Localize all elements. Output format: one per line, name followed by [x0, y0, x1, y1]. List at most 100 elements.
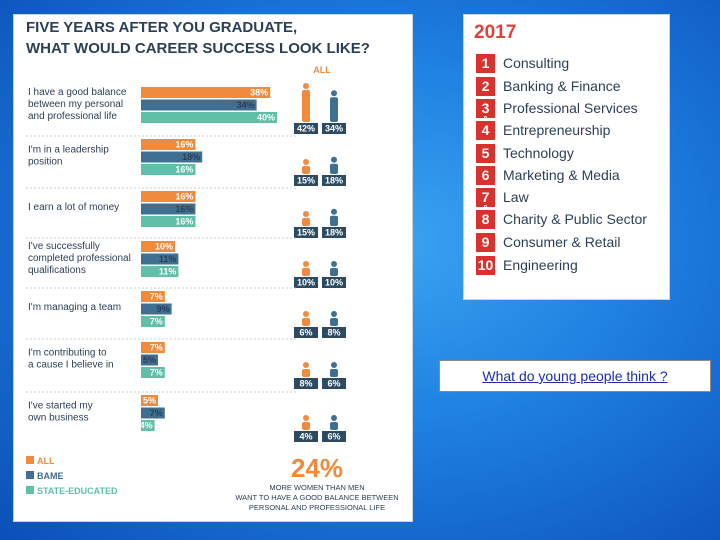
- footer-big-number: 24%: [291, 453, 343, 483]
- person-icon: [303, 362, 309, 368]
- person-icon: [330, 163, 338, 174]
- bar-value-label: 7%: [150, 368, 163, 378]
- gender-value-box: [322, 123, 346, 134]
- person-icon: [302, 268, 310, 276]
- question-box[interactable]: What do young people think ?: [439, 360, 711, 392]
- rank-label: Marketing & Media: [503, 167, 620, 183]
- category-label: between my personal: [28, 99, 123, 110]
- rank-number-badge: 7: [476, 188, 495, 207]
- bar: [141, 99, 257, 111]
- category-label: own business: [28, 413, 89, 424]
- person-icon: [331, 362, 337, 368]
- category-label: position: [28, 157, 62, 168]
- bar-value-label: 11%: [159, 254, 177, 264]
- bar: [141, 241, 175, 252]
- men-value-label: 6%: [327, 379, 340, 389]
- category-label: I'm in a leadership: [28, 145, 109, 156]
- person-icon: [330, 422, 338, 430]
- gender-value-box: [322, 378, 346, 389]
- bar-value-label: 11%: [159, 267, 177, 277]
- bar: [141, 291, 165, 302]
- men-value-label: 18%: [325, 228, 343, 238]
- person-icon: [330, 268, 338, 276]
- bar-value-label: 7%: [150, 408, 163, 418]
- gender-value-box: [294, 378, 318, 389]
- question-link[interactable]: What do young people think ?: [482, 368, 668, 384]
- rank-number-badge: 2: [476, 77, 495, 96]
- person-icon: [331, 208, 337, 215]
- rank-label: Consulting: [503, 55, 570, 71]
- person-icon: [331, 261, 337, 267]
- bar: [141, 342, 165, 353]
- legend-label: BAME: [37, 471, 64, 481]
- rank-label: Engineering: [503, 257, 578, 273]
- rank-label: Banking & Finance: [503, 78, 621, 94]
- gender-value-box: [294, 431, 318, 442]
- category-label: I'm contributing to: [28, 348, 107, 359]
- men-value-label: 6%: [327, 432, 340, 442]
- rank-label: Consumer & Retail: [503, 234, 621, 250]
- person-icon: [331, 415, 337, 421]
- bar: [141, 216, 196, 227]
- bar: [141, 354, 158, 366]
- category-label: a cause I believe in: [28, 360, 114, 371]
- bar-value-label: 18%: [182, 152, 200, 162]
- rank-label: Charity & Public Sector: [503, 211, 647, 227]
- gender-value-box: [294, 175, 318, 186]
- bar: [141, 139, 196, 150]
- bar: [141, 395, 158, 406]
- bar-value-label: 38%: [250, 88, 268, 98]
- legend-label: STATE-EDUCATED: [37, 486, 118, 496]
- gender-value-box: [294, 277, 318, 288]
- rank-pair-glyph: &: [482, 204, 489, 213]
- footer-text: WANT TO HAVE A GOOD BALANCE BETWEEN: [235, 493, 398, 502]
- person-icon: [330, 318, 338, 326]
- bar-value-label: 5%: [143, 396, 156, 406]
- bar-value-label: 16%: [175, 192, 193, 202]
- bar-value-label: 7%: [150, 317, 163, 327]
- person-icon: [303, 261, 309, 267]
- bar: [141, 164, 196, 175]
- women-value-label: 6%: [299, 328, 312, 338]
- category-label: I earn a lot of money: [28, 202, 119, 213]
- rank-number-badge: 6: [476, 166, 495, 185]
- bar: [141, 303, 172, 315]
- person-icon: [302, 369, 310, 377]
- men-value-label: 18%: [325, 176, 343, 186]
- person-icon: [303, 211, 309, 217]
- bar-value-label: 9%: [157, 304, 170, 314]
- category-label: I've started my: [28, 401, 93, 412]
- women-value-label: 10%: [297, 278, 315, 288]
- person-icon: [330, 215, 338, 226]
- bar-value-label: 16%: [175, 165, 193, 175]
- bar-value-label: 5%: [143, 355, 156, 365]
- bar-value-label: 7%: [150, 292, 163, 302]
- person-icon: [302, 218, 310, 226]
- men-value-label: 10%: [325, 278, 343, 288]
- women-value-label: 8%: [299, 379, 312, 389]
- rank-number-badge: 3: [476, 99, 495, 118]
- bar: [141, 316, 165, 327]
- rank-label: Professional Services: [503, 100, 638, 116]
- bar: [141, 420, 155, 431]
- person-icon: [302, 422, 310, 430]
- gender-value-box: [322, 227, 346, 238]
- bar: [141, 253, 179, 265]
- women-value-label: 42%: [297, 124, 315, 134]
- gender-value-box: [294, 123, 318, 134]
- chart-title: FIVE YEARS AFTER YOU GRADUATE,: [26, 19, 297, 36]
- person-icon: [302, 90, 310, 122]
- legend-swatch: [26, 486, 34, 494]
- category-label: and professional life: [28, 111, 117, 122]
- rank-number-badge: 4: [476, 121, 495, 140]
- rank-label: Law: [503, 189, 529, 205]
- rank-number-badge: 10: [476, 256, 495, 275]
- rank-label: Entrepreneurship: [503, 122, 611, 138]
- gender-value-box: [294, 227, 318, 238]
- person-icon: [303, 415, 309, 421]
- rank-pair-glyph: &: [482, 115, 489, 124]
- men-value-label: 8%: [327, 328, 340, 338]
- bar: [141, 203, 196, 215]
- person-icon: [302, 166, 310, 174]
- category-label: I've successfully: [28, 241, 100, 252]
